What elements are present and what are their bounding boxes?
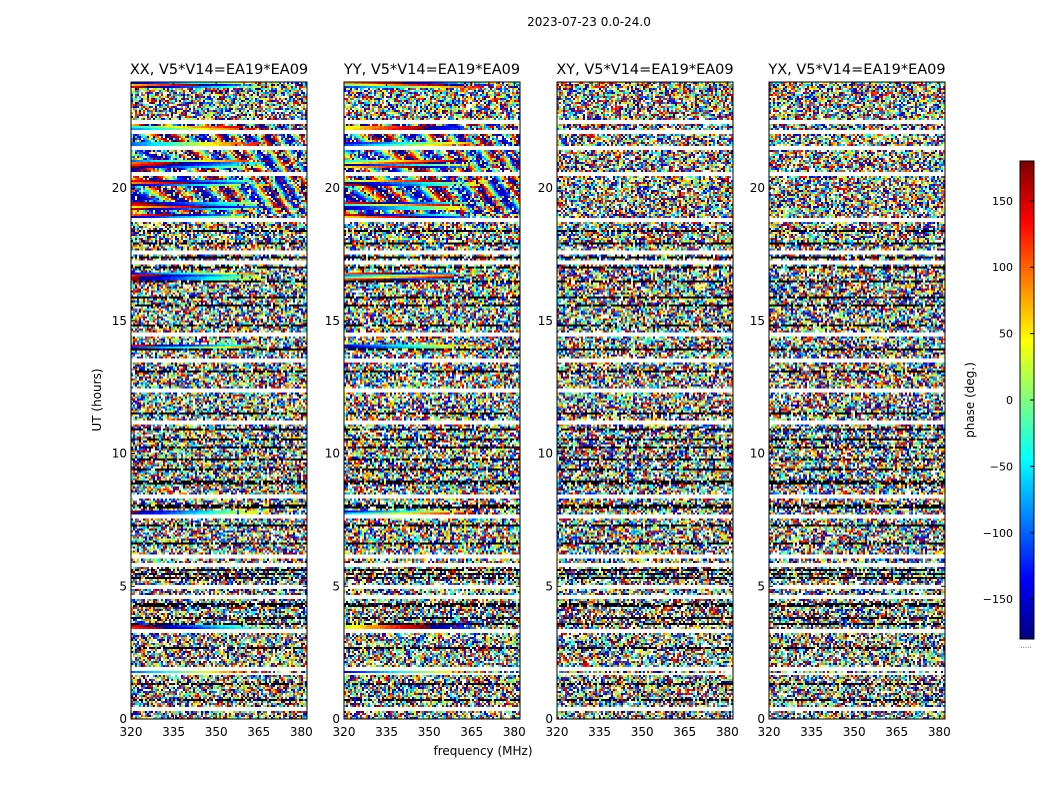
- y-tick-label: 5: [119, 579, 127, 593]
- y-tick-label: 10: [750, 447, 765, 461]
- x-tick-label: 335: [162, 725, 185, 739]
- x-tick-label: 320: [546, 725, 569, 739]
- x-tick-label: 335: [375, 725, 398, 739]
- suptitle: 2023-07-23 0.0-24.0: [527, 15, 651, 29]
- y-tick-label: 20: [750, 181, 765, 195]
- colorbar-label: phase (deg.): [963, 362, 977, 438]
- colorbar-tick-label: 100: [992, 261, 1013, 274]
- y-axis-label: UT (hours): [90, 368, 104, 431]
- y-tick-label: 5: [757, 579, 765, 593]
- y-tick-label: 10: [538, 447, 553, 461]
- y-tick-label: 10: [112, 447, 127, 461]
- heatmap-panel-xy: [557, 82, 733, 719]
- x-tick-label: 365: [885, 725, 908, 739]
- x-tick-label: 335: [800, 725, 823, 739]
- colorbar-tick-label: −100: [983, 527, 1013, 540]
- panel-frame-xx: [130, 81, 308, 720]
- colorbar-tick-label: −50: [990, 460, 1013, 473]
- panel-title-xx: XX, V5*V14=EA19*EA09: [130, 62, 308, 78]
- heatmap-panel-xx: [131, 82, 307, 719]
- y-tick-label: 15: [750, 314, 765, 328]
- panel-title-yx: YX, V5*V14=EA19*EA09: [767, 62, 945, 78]
- panel-frame-yx: [768, 81, 946, 720]
- y-tick-label: 0: [545, 712, 553, 726]
- x-tick-label: 350: [205, 725, 228, 739]
- heatmap-panel-yx: [769, 82, 945, 719]
- x-tick-label: 365: [247, 725, 270, 739]
- panel-title-xy: XY, V5*V14=EA19*EA09: [556, 62, 733, 78]
- x-tick-label: 380: [503, 725, 526, 739]
- x-tick-label: 350: [418, 725, 441, 739]
- y-tick-label: 15: [112, 314, 127, 328]
- y-tick-label: 20: [112, 181, 127, 195]
- panel-frame-yy: [343, 81, 521, 720]
- y-tick-label: 10: [325, 447, 340, 461]
- heatmap-panel-yy: [344, 82, 520, 719]
- colorbar-tick-label: 0: [1006, 394, 1013, 407]
- colorbar-tick-label: 50: [999, 328, 1013, 341]
- colorbar-under-label: .....: [1020, 642, 1031, 650]
- x-tick-label: 320: [333, 725, 356, 739]
- y-tick-label: 5: [332, 579, 340, 593]
- x-tick-label: 380: [928, 725, 951, 739]
- x-tick-label: 350: [631, 725, 654, 739]
- x-tick-label: 320: [120, 725, 143, 739]
- y-tick-label: 0: [757, 712, 765, 726]
- x-tick-label: 320: [758, 725, 781, 739]
- y-tick-label: 5: [545, 579, 553, 593]
- y-tick-label: 20: [538, 181, 553, 195]
- x-tick-label: 380: [716, 725, 739, 739]
- y-tick-label: 20: [325, 181, 340, 195]
- x-tick-label: 365: [673, 725, 696, 739]
- y-tick-label: 15: [538, 314, 553, 328]
- panel-title-yy: YY, V5*V14=EA19*EA09: [343, 62, 520, 78]
- x-tick-label: 335: [588, 725, 611, 739]
- x-tick-label: 380: [290, 725, 313, 739]
- y-tick-label: 0: [119, 712, 127, 726]
- colorbar-gradient: [1020, 161, 1034, 639]
- x-axis-label: frequency (MHz): [433, 744, 532, 758]
- x-tick-label: 365: [460, 725, 483, 739]
- colorbar-tick-label: −150: [983, 593, 1013, 606]
- colorbar-tick-label: 150: [992, 195, 1013, 208]
- x-tick-label: 350: [843, 725, 866, 739]
- y-tick-label: 0: [332, 712, 340, 726]
- y-tick-label: 15: [325, 314, 340, 328]
- panel-frame-xy: [556, 81, 734, 720]
